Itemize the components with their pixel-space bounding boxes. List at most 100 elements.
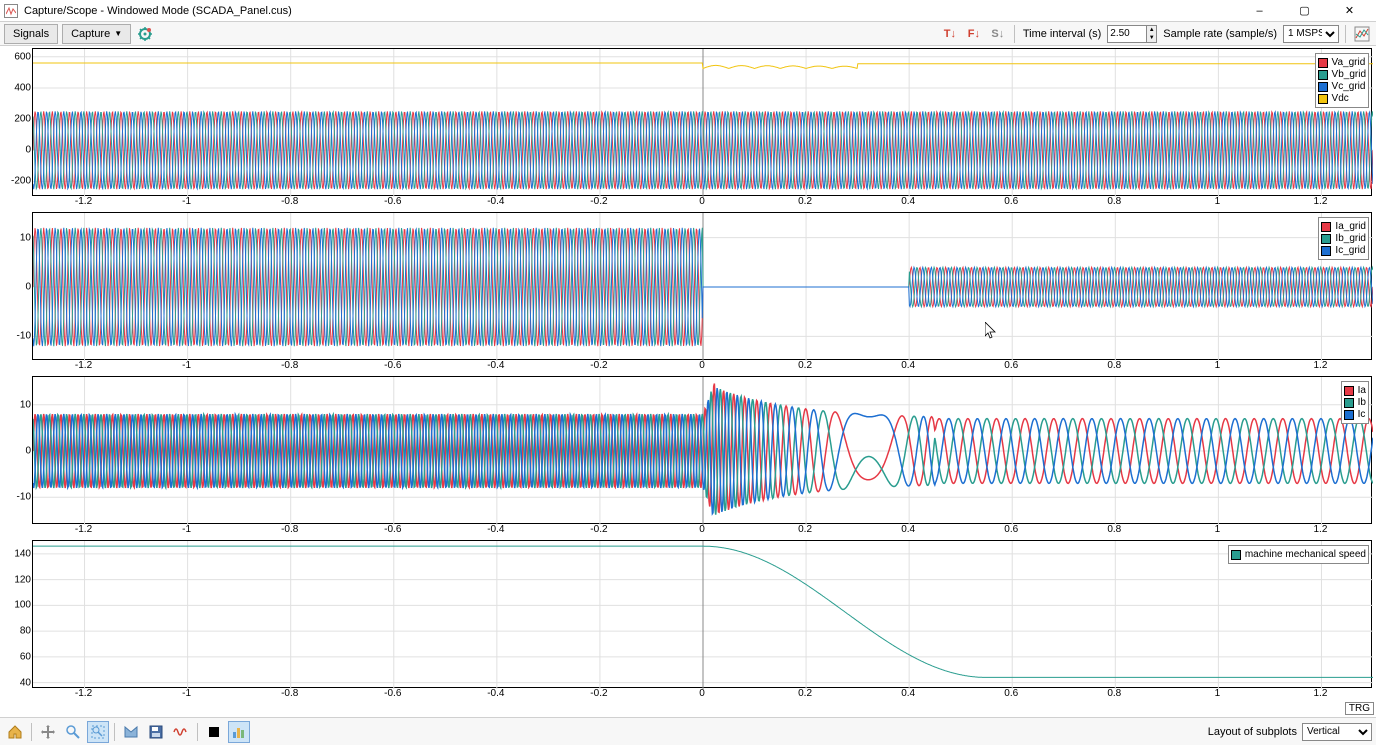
x-tick-label: -0.8	[281, 196, 298, 207]
y-tick-label: 200	[14, 114, 31, 125]
stepper-up-icon[interactable]: ▲	[1147, 26, 1156, 34]
zoom-box-icon[interactable]	[87, 721, 109, 743]
home-icon[interactable]	[4, 721, 26, 743]
trg-status-badge: TRG	[1345, 702, 1374, 715]
x-tick-label: 0.4	[901, 360, 915, 371]
x-tick-label: -0.6	[384, 360, 401, 371]
app-icon	[4, 4, 18, 18]
x-tick-label: -0.6	[384, 524, 401, 535]
minimize-button[interactable]: ‒	[1237, 0, 1282, 22]
legend-label: Va_grid	[1332, 57, 1366, 68]
chart-style-icon[interactable]	[1352, 24, 1372, 44]
x-tick-label: 1	[1215, 360, 1221, 371]
window-titlebar: Capture/Scope - Windowed Mode (SCADA_Pan…	[0, 0, 1376, 22]
zoom-icon[interactable]	[62, 721, 84, 743]
x-tick-label: 0.4	[901, 688, 915, 699]
y-tick-label: 600	[14, 51, 31, 62]
y-tick-label: -10	[17, 492, 31, 503]
legend: IaIbIc	[1341, 381, 1369, 424]
legend-label: Vdc	[1332, 93, 1349, 104]
legend-label: Vc_grid	[1332, 81, 1366, 92]
time-interval-stepper[interactable]: ▲▼	[1107, 25, 1157, 43]
x-tick-label: -1	[182, 196, 191, 207]
signal-icon[interactable]	[170, 721, 192, 743]
x-tick-label: 1	[1215, 196, 1221, 207]
x-tick-label: -0.4	[487, 688, 504, 699]
capture-button-label: Capture	[71, 28, 110, 40]
x-tick-label: -1.2	[75, 524, 92, 535]
x-tick-label: 0.6	[1004, 360, 1018, 371]
bar-chart-icon[interactable]	[228, 721, 250, 743]
sample-rate-select[interactable]: 1 MSPS	[1283, 25, 1339, 43]
x-tick-label: 0.4	[901, 196, 915, 207]
legend-swatch	[1344, 398, 1354, 408]
x-tick-label: -0.8	[281, 360, 298, 371]
pan-icon[interactable]	[37, 721, 59, 743]
close-button[interactable]: ✕	[1327, 0, 1372, 22]
y-tick-label: 140	[14, 548, 31, 559]
signals-button[interactable]: Signals	[4, 24, 58, 44]
trigger-f-icon[interactable]: F↓	[964, 24, 984, 44]
subplot-p1[interactable]: -2000200400600Va_gridVb_gridVc_gridVdc	[32, 48, 1372, 196]
x-tick-label: 0	[699, 688, 705, 699]
y-tick-label: -10	[17, 331, 31, 342]
x-tick-label: 1.2	[1314, 360, 1328, 371]
x-tick-label: -0.8	[281, 688, 298, 699]
y-tick-label: 100	[14, 600, 31, 611]
maximize-button[interactable]: ▢	[1282, 0, 1327, 22]
subplot-p4[interactable]: 406080100120140machine mechanical speed	[32, 540, 1372, 688]
capture-dropdown[interactable]: Capture▼	[62, 24, 131, 44]
y-tick-label: 80	[20, 626, 31, 637]
y-tick-label: 60	[20, 651, 31, 662]
window-title: Capture/Scope - Windowed Mode (SCADA_Pan…	[24, 5, 1237, 17]
stepper-down-icon[interactable]: ▼	[1147, 34, 1156, 42]
legend-swatch	[1344, 386, 1354, 396]
x-tick-label: 0	[699, 524, 705, 535]
x-tick-label: 0.6	[1004, 196, 1018, 207]
x-tick-label: 0.4	[901, 524, 915, 535]
y-tick-label: 0	[25, 446, 31, 457]
x-tick-label: 0	[699, 196, 705, 207]
x-tick-label: 0.8	[1107, 196, 1121, 207]
x-tick-label: -1.2	[75, 360, 92, 371]
legend-label: Ic	[1358, 409, 1366, 420]
legend-swatch	[1318, 58, 1328, 68]
x-tick-label: 1.2	[1314, 688, 1328, 699]
trigger-s-icon[interactable]: S↓	[988, 24, 1008, 44]
x-tick-label: -0.2	[590, 524, 607, 535]
y-tick-label: 10	[20, 399, 31, 410]
x-tick-label: -0.8	[281, 524, 298, 535]
y-tick-label: 120	[14, 574, 31, 585]
subplot-p3[interactable]: -10010IaIbIc	[32, 376, 1372, 524]
save-icon[interactable]	[145, 721, 167, 743]
legend-label: Vb_grid	[1332, 69, 1366, 80]
x-tick-label: -1.2	[75, 196, 92, 207]
x-tick-label: -0.4	[487, 360, 504, 371]
subplot-p2[interactable]: -10010Ia_gridIb_gridIc_grid	[32, 212, 1372, 360]
legend-label: machine mechanical speed	[1245, 549, 1366, 560]
x-tick-label: -0.4	[487, 196, 504, 207]
trigger-t-icon[interactable]: T↓	[940, 24, 960, 44]
y-tick-label: 10	[20, 232, 31, 243]
legend-label: Ib_grid	[1335, 233, 1366, 244]
stop-icon[interactable]	[203, 721, 225, 743]
export-icon[interactable]	[120, 721, 142, 743]
x-tick-label: -1	[182, 360, 191, 371]
bottom-toolbar: Layout of subplots Vertical	[0, 717, 1376, 745]
legend-swatch	[1318, 70, 1328, 80]
scope-area: -2000200400600Va_gridVb_gridVc_gridVdc-1…	[0, 46, 1376, 717]
legend-label: Ia	[1358, 385, 1366, 396]
time-interval-input[interactable]	[1107, 25, 1147, 43]
top-toolbar: Signals Capture▼ T↓ F↓ S↓ Time interval …	[0, 22, 1376, 46]
legend-swatch	[1318, 94, 1328, 104]
y-tick-label: 0	[25, 145, 31, 156]
x-tick-label: 0.2	[798, 524, 812, 535]
gear-icon[interactable]	[135, 24, 155, 44]
x-tick-label: -0.2	[590, 688, 607, 699]
layout-select[interactable]: Vertical	[1302, 723, 1372, 741]
legend: machine mechanical speed	[1228, 545, 1369, 564]
x-tick-label: -0.6	[384, 196, 401, 207]
legend-swatch	[1321, 234, 1331, 244]
legend-swatch	[1344, 410, 1354, 420]
x-tick-label: -1.2	[75, 688, 92, 699]
